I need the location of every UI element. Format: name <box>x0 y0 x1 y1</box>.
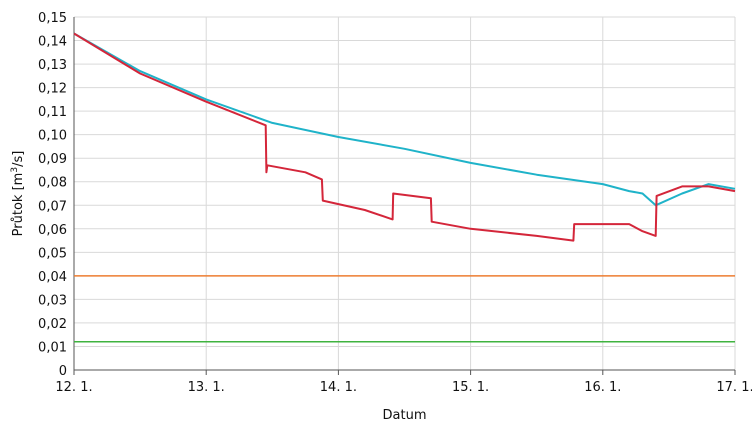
y-tick-label: 0,15 <box>38 11 67 26</box>
y-tick-label: 0,09 <box>38 152 67 167</box>
y-tick-label: 0,10 <box>38 129 67 144</box>
y-tick-label: 0,01 <box>38 340 67 355</box>
y-tick-label: 0,11 <box>38 105 67 120</box>
series-line-2 <box>73 32 736 242</box>
y-tick-label: 0,02 <box>38 317 67 332</box>
x-axis-label: Datum <box>383 408 427 423</box>
y-tick-label: 0,05 <box>38 246 67 261</box>
series-line-1 <box>73 32 736 207</box>
y-tick-label: 0,08 <box>38 176 67 191</box>
reference-lines <box>74 275 735 343</box>
x-tick-label: 14. 1. <box>320 380 357 395</box>
x-tick-labels: 12. 1. 13. 1. 14. 1. 15. 1. 16. 1. 17. 1. <box>55 380 752 395</box>
y-tick-labels: 0 0,01 0,02 0,03 0,04 0,05 0,06 0,07 0,08 0,09 0,1… <box>38 11 67 379</box>
y-tick-label: 0,13 <box>38 58 67 73</box>
y-tick-label: 0,07 <box>38 199 67 214</box>
x-tick-label: 17. 1. <box>716 380 752 395</box>
axes <box>73 17 736 375</box>
y-tick-label: 0,14 <box>38 35 67 50</box>
x-tick-label: 13. 1. <box>188 380 225 395</box>
y-tick-label: 0,12 <box>38 82 67 97</box>
y-tick-label: 0 <box>59 364 67 379</box>
y-axis-label: Průtok [m3/s] <box>10 151 26 237</box>
x-tick-label: 12. 1. <box>55 380 92 395</box>
y-tick-label: 0,06 <box>38 223 67 238</box>
series-lines <box>73 32 736 242</box>
x-tick-label: 16. 1. <box>584 380 621 395</box>
y-tick-label: 0,03 <box>38 293 67 308</box>
y-tick-label: 0,04 <box>38 270 67 285</box>
gridlines <box>74 16 736 370</box>
x-tick-label: 15. 1. <box>452 380 489 395</box>
